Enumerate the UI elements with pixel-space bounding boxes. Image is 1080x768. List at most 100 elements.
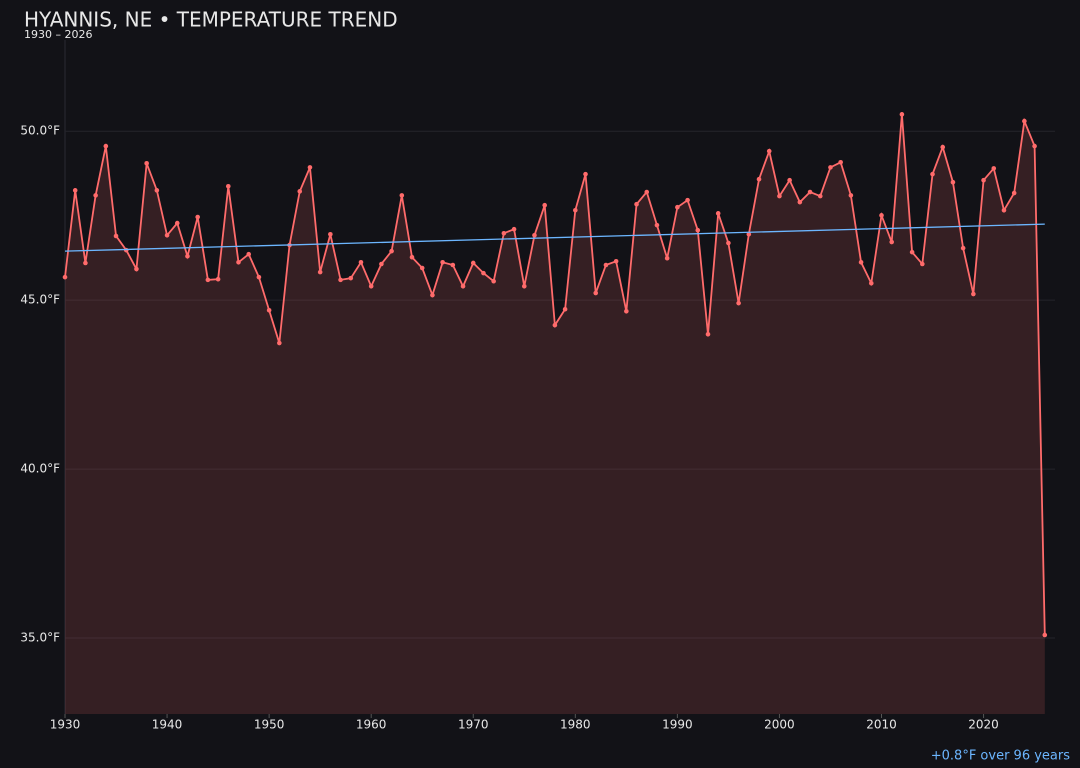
data-point	[981, 177, 986, 183]
data-point	[164, 232, 170, 238]
data-point	[195, 214, 200, 220]
data-point	[328, 231, 333, 237]
data-point	[868, 280, 874, 286]
data-point	[154, 188, 160, 193]
trend-line	[64, 223, 1045, 252]
data-point	[675, 204, 680, 210]
data-point	[920, 261, 925, 267]
data-point	[930, 171, 935, 177]
data-point	[542, 202, 547, 208]
data-point	[1032, 143, 1037, 149]
data-point	[695, 227, 701, 233]
data-point	[491, 278, 496, 284]
x-tick-label: 2000	[764, 718, 795, 732]
x-tick-label: 1930	[50, 718, 81, 732]
data-point	[185, 253, 190, 259]
data-point	[889, 239, 895, 245]
data-point	[583, 171, 588, 177]
data-point	[991, 166, 997, 171]
data-point	[511, 226, 517, 232]
data-point	[746, 231, 752, 237]
data-point	[358, 260, 364, 265]
data-point	[593, 290, 599, 296]
data-point	[205, 277, 211, 283]
data-point	[807, 189, 813, 195]
data-point	[236, 260, 241, 265]
x-tick-label: 1990	[662, 718, 693, 732]
data-point	[266, 307, 272, 313]
data-point	[838, 159, 843, 165]
trend-annotation: +0.8°F over 96 years	[931, 749, 1070, 764]
x-tick-label: 1970	[458, 718, 489, 732]
data-point	[899, 112, 905, 117]
data-point	[552, 322, 558, 328]
data-point	[440, 260, 445, 265]
data-point	[797, 199, 803, 205]
data-point	[379, 261, 384, 267]
data-point	[1001, 207, 1007, 213]
data-point	[971, 291, 976, 297]
data-point	[307, 165, 313, 170]
y-tick-label: 50.0°F	[20, 124, 60, 138]
data-point	[348, 275, 354, 281]
y-tick-label: 40.0°F	[20, 462, 60, 476]
y-tick-label: 45.0°F	[20, 293, 60, 307]
data-point	[940, 144, 946, 150]
data-point	[389, 248, 394, 254]
data-point	[430, 292, 435, 298]
data-point	[225, 183, 231, 189]
data-point	[848, 193, 854, 198]
data-point	[521, 283, 527, 289]
data-point	[950, 179, 956, 185]
data-point	[858, 260, 864, 265]
data-point	[777, 193, 782, 199]
x-tick-label: 1940	[152, 718, 183, 732]
data-point	[879, 213, 884, 218]
chart-subtitle: 1930 – 2026	[24, 28, 92, 41]
data-point	[909, 249, 915, 255]
data-point	[644, 189, 650, 195]
data-point	[960, 245, 966, 251]
data-point	[501, 230, 507, 236]
data-point	[736, 300, 741, 306]
data-point	[297, 189, 303, 194]
data-point	[756, 176, 762, 182]
data-point	[705, 331, 711, 337]
y-tick-label: 35.0°F	[20, 630, 60, 644]
x-tick-label: 1980	[560, 718, 591, 732]
area	[65, 114, 1045, 715]
data-point	[654, 222, 660, 228]
data-point	[787, 177, 792, 183]
data-point	[573, 207, 578, 213]
data-point	[460, 283, 466, 289]
data-point	[481, 270, 486, 276]
data-point	[83, 260, 88, 266]
data-point	[113, 233, 119, 239]
data-point	[613, 258, 619, 264]
data-point	[1011, 190, 1017, 196]
data-point	[338, 277, 343, 283]
data-point	[246, 251, 252, 257]
data-point	[685, 197, 690, 203]
data-point	[1042, 632, 1048, 638]
data-point	[93, 193, 98, 198]
data-point	[134, 266, 139, 272]
x-tick-label: 2010	[866, 718, 897, 732]
chart-title: HYANNIS, NE • TEMPERATURE TREND	[24, 8, 398, 32]
data-point	[562, 306, 568, 312]
data-point	[715, 211, 721, 216]
data-point	[532, 232, 537, 238]
data-point	[368, 283, 374, 289]
data-point	[215, 276, 221, 282]
data-point	[409, 254, 415, 260]
data-point	[726, 240, 731, 246]
data-point	[62, 274, 68, 280]
data-point	[277, 340, 282, 346]
data-point	[1022, 118, 1027, 124]
data-point	[603, 262, 609, 268]
data-point	[72, 188, 78, 193]
data-point	[144, 161, 149, 166]
data-point	[450, 262, 456, 268]
x-tick-label: 1950	[254, 718, 285, 732]
